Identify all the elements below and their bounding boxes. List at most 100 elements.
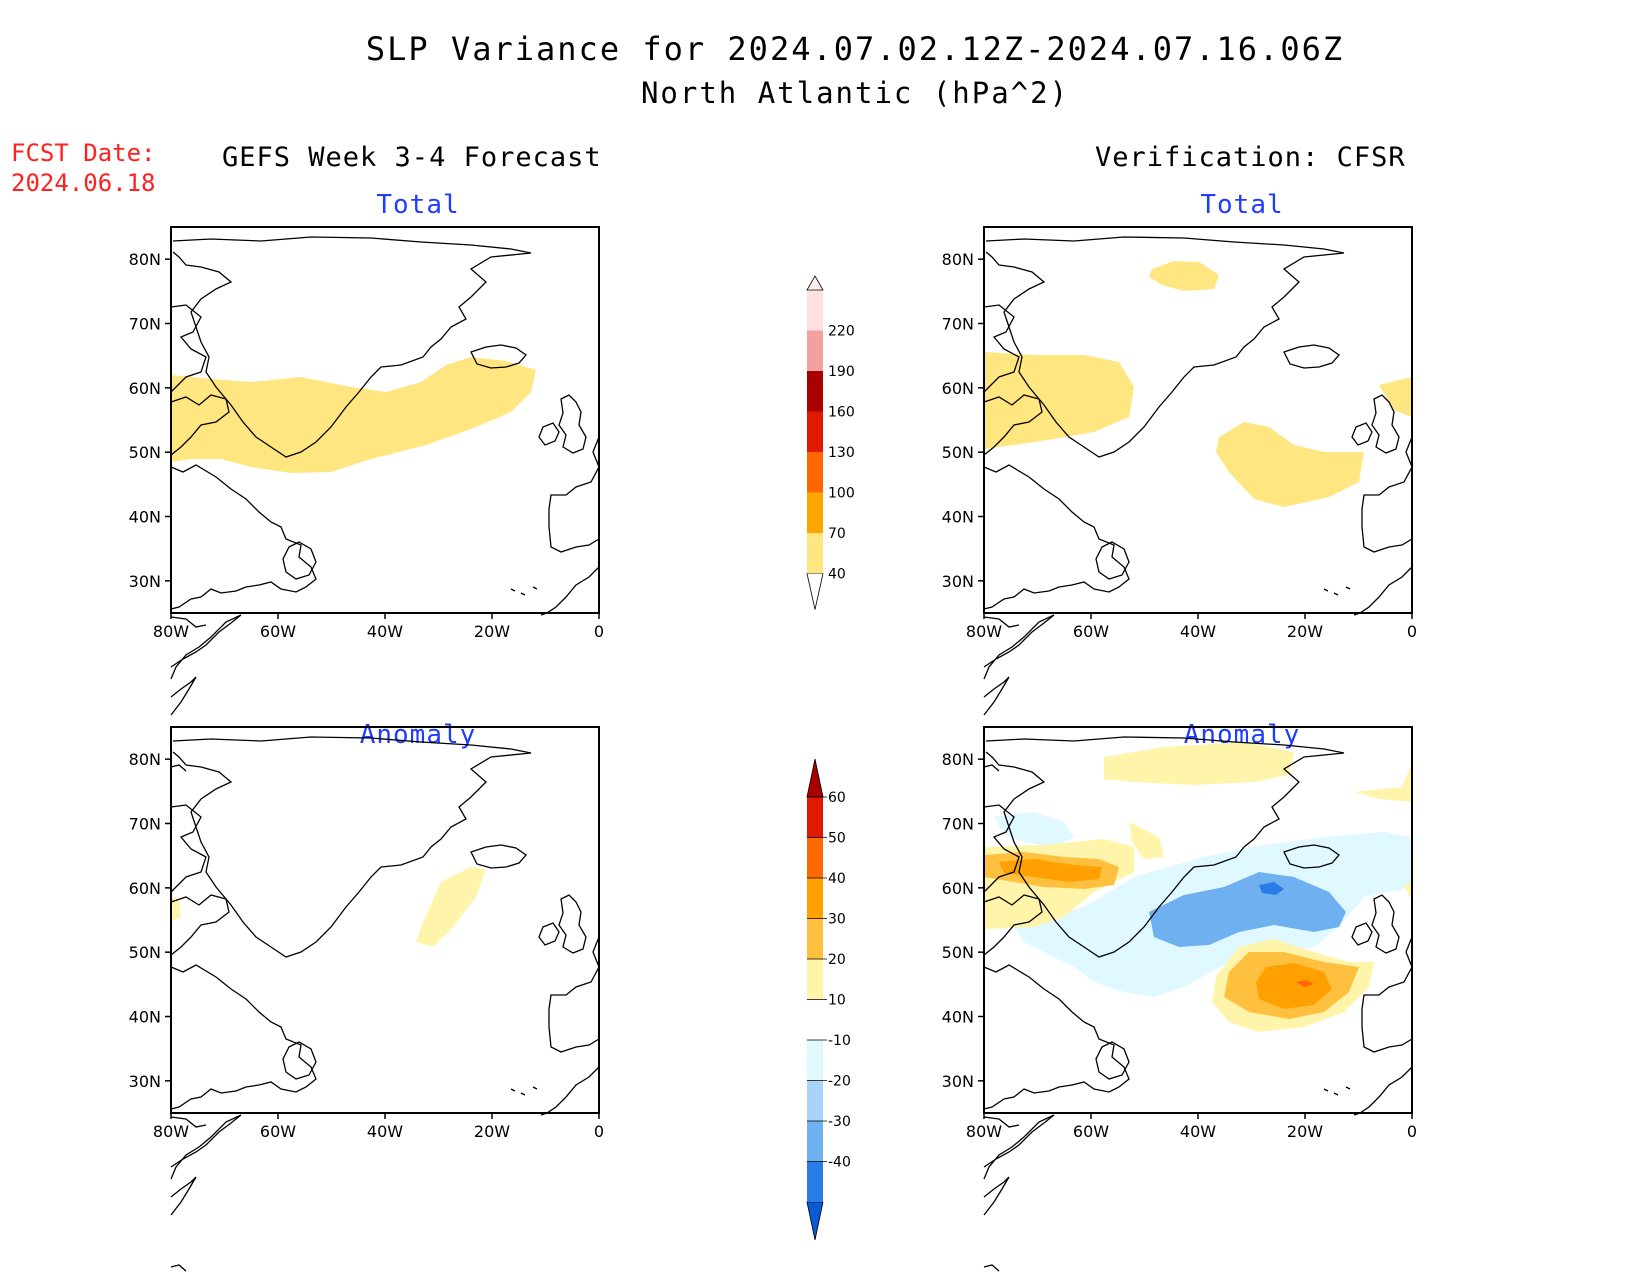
anomaly-colorbar-label: -10 (828, 1033, 851, 1049)
total-colorbar-label: 160 (828, 405, 855, 421)
anomaly-colorbar-swatch (807, 878, 823, 919)
verification-column-heading: Verification: CFSR (1095, 142, 1406, 173)
forecast-anomaly-lat-label: 40N (129, 1008, 161, 1027)
verification-total-shade-east (1379, 377, 1412, 417)
forecast-anomaly-title: Anomaly (359, 720, 477, 750)
verification-anomaly-lon-label: 40W (1180, 1122, 1216, 1141)
verification-total-map (983, 226, 1413, 772)
verification-anomaly-lon-label: 60W (1073, 1122, 1109, 1141)
verification-anomaly-map (983, 726, 1413, 1272)
forecast-total-title: Total (376, 190, 460, 220)
verification-anomaly-shade-neg10-nw (994, 812, 1074, 847)
verification-anomaly-shade-30-west (999, 859, 1102, 882)
forecast-total-lat-label: 30N (129, 572, 161, 591)
verification-total-lon-label: 20W (1287, 622, 1323, 641)
forecast-column-heading: GEFS Week 3-4 Forecast (222, 142, 602, 173)
anomaly-colorbar-swatch (807, 1161, 823, 1202)
anomaly-colorbar-swatch (807, 837, 823, 878)
verification-anomaly-lat-label: 60N (942, 879, 974, 898)
verification-anomaly-lat-label: 30N (942, 1072, 974, 1091)
anomaly-colorbar-swatch (807, 918, 823, 959)
verification-total-shade-greenland (1149, 261, 1219, 291)
axis-ticks-layer: 80W 60W 40W 20W 0 80N 70N 60N 50N 40N 30N 80W 60W 40W… (129, 250, 1417, 1141)
total-colorbar-lower-arrow (806, 573, 824, 610)
total-colorbar-swatch (807, 330, 823, 371)
total-colorbar-label: 130 (828, 445, 855, 461)
forecast-total-lat-label: 70N (129, 315, 161, 334)
forecast-anomaly-lat-label: 50N (129, 943, 161, 962)
total-colorbar-swatch (807, 533, 823, 574)
forecast-anomaly-lon-label: 80W (153, 1122, 189, 1141)
forecast-total-lon-label: 20W (474, 622, 510, 641)
verification-anomaly-lat-label: 80N (942, 750, 974, 769)
forecast-total-lat-label: 40N (129, 508, 161, 527)
verification-anomaly-lon-label: 80W (966, 1122, 1002, 1141)
forecast-anomaly-shade-west (171, 897, 181, 922)
total-colorbar-swatch (807, 290, 823, 331)
forecast-total-lat-label: 60N (129, 379, 161, 398)
verification-anomaly-shade-ne (1354, 762, 1412, 802)
total-colorbar-label: 190 (828, 364, 855, 380)
verification-anomaly-lat-label: 40N (942, 1008, 974, 1027)
anomaly-colorbar-label: 30 (828, 912, 846, 928)
forecast-total-shade-40 (171, 357, 536, 473)
anomaly-colorbar-swatch (807, 959, 823, 1000)
verification-total-lat-label: 40N (942, 508, 974, 527)
anomaly-colorbar-swatch (807, 999, 823, 1040)
forecast-total-lon-label: 80W (153, 622, 189, 641)
forecast-anomaly-lon-label: 60W (260, 1122, 296, 1141)
anomaly-colorbar: -40 -30 -20 -10 10 20 30 40 50 60 (806, 758, 851, 1241)
forecast-total-lon-label: 0 (594, 622, 604, 641)
forecast-total-lat-label: 80N (129, 250, 161, 269)
verification-total-lon-label: 0 (1407, 622, 1417, 641)
fcst-date: FCST Date: 2024.06.18 (11, 138, 156, 198)
verification-anomaly-shade-east-yellow (1404, 881, 1412, 902)
total-colorbar-upper-arrow (806, 275, 824, 291)
verification-anomaly-shade-greenland-yellow (1129, 822, 1164, 859)
fcst-date-value: 2024.06.18 (11, 169, 156, 197)
total-colorbar-label: 70 (828, 526, 846, 542)
total-colorbar-swatch (807, 492, 823, 533)
verification-anomaly-lon-label: 20W (1287, 1122, 1323, 1141)
anomaly-colorbar-swatch (807, 1121, 823, 1162)
verification-anomaly-shade-pos40 (1296, 980, 1314, 987)
forecast-anomaly-lon-label: 20W (474, 1122, 510, 1141)
anomaly-colorbar-label: 20 (828, 952, 846, 968)
verification-anomaly-shade-north (1104, 742, 1294, 785)
forecast-anomaly-lat-label: 30N (129, 1072, 161, 1091)
verification-total-lon-label: 80W (966, 622, 1002, 641)
anomaly-colorbar-label: 10 (828, 993, 846, 1009)
anomaly-colorbar-lower-arrow (806, 1201, 824, 1241)
forecast-total-lon-label: 60W (260, 622, 296, 641)
forecast-anomaly-lon-label: 0 (594, 1122, 604, 1141)
verification-total-lat-label: 50N (942, 443, 974, 462)
verification-total-lat-label: 60N (942, 379, 974, 398)
anomaly-colorbar-label: -30 (828, 1114, 851, 1130)
forecast-anomaly-lat-label: 80N (129, 750, 161, 769)
anomaly-colorbar-label: 40 (828, 871, 846, 887)
verification-total-lon-label: 40W (1180, 622, 1216, 641)
fcst-date-label: FCST Date: (11, 139, 156, 167)
verification-anomaly-lon-label: 0 (1407, 1122, 1417, 1141)
anomaly-colorbar-swatch (807, 797, 823, 838)
total-colorbar-label: 220 (828, 324, 855, 340)
total-colorbar-label: 40 (828, 567, 846, 583)
forecast-anomaly-lat-label: 60N (129, 879, 161, 898)
anomaly-colorbar-upper-arrow (806, 758, 824, 798)
total-colorbar-swatch (807, 371, 823, 412)
verification-total-lon-label: 60W (1073, 622, 1109, 641)
forecast-anomaly-frame (170, 726, 600, 1114)
anomaly-colorbar-swatch (807, 1040, 823, 1081)
total-colorbar-label: 100 (828, 486, 855, 502)
anomaly-colorbar-label: -40 (828, 1155, 851, 1171)
verification-total-lat-label: 70N (942, 315, 974, 334)
verification-total-lat-label: 80N (942, 250, 974, 269)
forecast-anomaly-shade-10 (416, 867, 486, 947)
verification-anomaly-shade-pos30 (1256, 963, 1332, 1009)
verification-total-lat-label: 30N (942, 572, 974, 591)
total-colorbar: 40 70 100 130 160 190 220 (806, 275, 855, 610)
verification-total-shade-midatlantic (1216, 422, 1364, 507)
verification-total-title: Total (1200, 190, 1284, 220)
forecast-total-lon-label: 40W (367, 622, 403, 641)
